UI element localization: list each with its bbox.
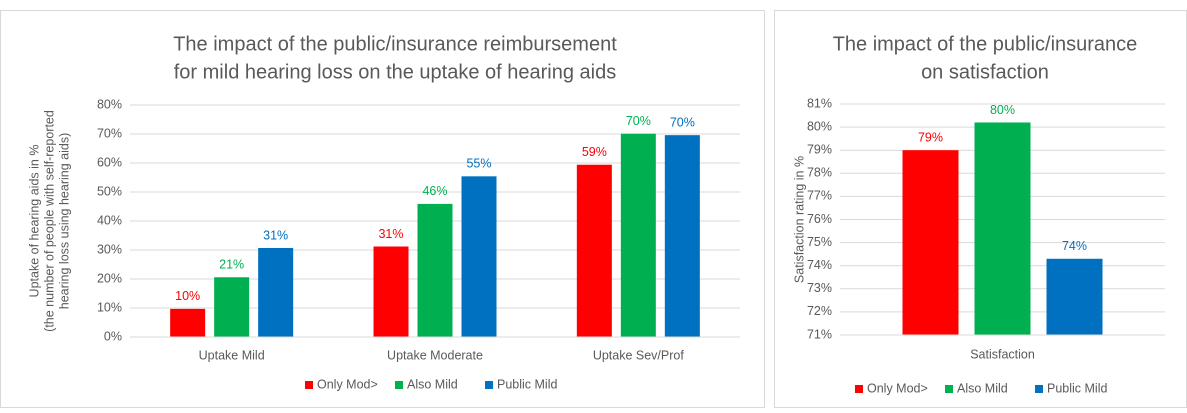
legend-label: Also Mild [407, 377, 458, 391]
y-tick-label: 80% [807, 119, 832, 133]
bar [258, 247, 294, 337]
y-tick-label: 0% [104, 329, 122, 343]
y-tick-label: 81% [807, 96, 832, 110]
y-tick-label: 60% [97, 155, 122, 169]
bar [214, 277, 250, 337]
y-tick-label: 72% [807, 304, 832, 318]
bar [902, 150, 959, 335]
legend-label: Only Mod> [867, 381, 928, 395]
data-label: 80% [990, 103, 1015, 117]
bar [170, 308, 206, 337]
bar [461, 176, 497, 337]
legend-swatch [485, 381, 493, 389]
data-label: 59% [582, 145, 607, 159]
data-label: 46% [422, 184, 447, 198]
bar [664, 135, 700, 337]
y-tick-label: 78% [807, 166, 832, 180]
y-axis-label: (the number of people with self-reported [42, 110, 56, 332]
legend-swatch [945, 385, 953, 393]
y-tick-label: 79% [807, 142, 832, 156]
data-label: 55% [466, 157, 491, 171]
y-axis-label: hearing loss using hearing aids) [57, 133, 71, 310]
data-label: 31% [263, 228, 288, 242]
chart-title: for mild hearing loss on the uptake of h… [174, 61, 617, 83]
data-label: 10% [175, 289, 200, 303]
bar [373, 246, 409, 337]
legend-label: Only Mod> [317, 377, 378, 391]
legend-swatch [855, 385, 863, 393]
y-axis-label: Satisfaction rating in % [792, 156, 806, 283]
chart-title: The impact of the public/insurance reimb… [173, 33, 617, 55]
legend-swatch [305, 381, 313, 389]
data-label: 79% [918, 130, 943, 144]
legend-swatch [1035, 385, 1043, 393]
data-label: 70% [626, 114, 651, 128]
data-label: 31% [378, 227, 403, 241]
y-axis-label: Uptake of hearing aids in % [27, 145, 41, 298]
chart-title: on satisfaction [921, 61, 1049, 83]
legend-label: Public Mild [497, 377, 557, 391]
chart-title: The impact of the public/insurance [833, 33, 1138, 55]
data-label: 70% [670, 115, 695, 129]
legend-swatch [395, 381, 403, 389]
y-tick-label: 80% [97, 97, 122, 111]
y-tick-label: 40% [97, 213, 122, 227]
x-tick-label: Uptake Mild [199, 348, 265, 362]
bar [620, 133, 656, 337]
bar [974, 122, 1031, 335]
x-tick-label: Uptake Sev/Prof [593, 348, 685, 362]
y-tick-label: 70% [97, 126, 122, 140]
y-tick-label: 71% [807, 327, 832, 341]
y-tick-label: 50% [97, 184, 122, 198]
bar [1046, 258, 1103, 335]
x-tick-label: Uptake Moderate [387, 348, 483, 362]
x-tick-label: Satisfaction [970, 347, 1035, 361]
y-tick-label: 75% [807, 235, 832, 249]
y-tick-label: 30% [97, 242, 122, 256]
bar [417, 203, 453, 337]
data-label: 74% [1062, 239, 1087, 253]
bar [576, 164, 612, 337]
y-tick-label: 10% [97, 300, 122, 314]
y-tick-label: 77% [807, 189, 832, 203]
legend-label: Also Mild [957, 381, 1008, 395]
legend-label: Public Mild [1047, 381, 1107, 395]
y-tick-label: 76% [807, 212, 832, 226]
data-label: 21% [219, 258, 244, 272]
y-tick-label: 74% [807, 258, 832, 272]
y-tick-label: 20% [97, 271, 122, 285]
y-tick-label: 73% [807, 281, 832, 295]
